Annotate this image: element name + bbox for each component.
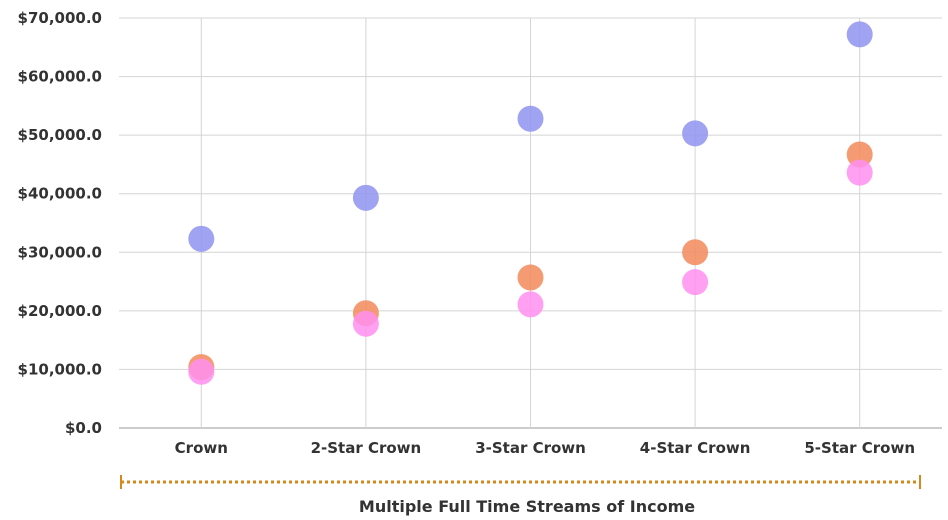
series-2-point: [846, 141, 873, 168]
y-tick-label: $10,000.0: [18, 360, 102, 378]
series-3-point: [352, 310, 379, 337]
series-1-point: [352, 184, 379, 211]
data-points: [188, 21, 873, 385]
x-axis-tick-labels: Crown 2-Star Crown 3-Star Crown 4-Star Crow…: [175, 439, 915, 457]
series-3-point: [517, 291, 544, 318]
y-tick-label: $40,000.0: [18, 185, 102, 203]
y-tick-label: $0.0: [65, 419, 102, 437]
y-tick-label: $30,000.0: [18, 243, 102, 261]
series-1-point: [517, 105, 544, 132]
series-3-point: [846, 159, 873, 186]
series-2-point: [682, 239, 709, 266]
y-tick-label: $70,000.0: [18, 9, 102, 27]
series-2-point: [517, 264, 544, 291]
y-tick-label: $60,000.0: [18, 68, 102, 86]
grid-lines: [119, 17, 942, 429]
x-axis-bracket: [120, 475, 921, 489]
y-tick-label: $50,000.0: [18, 126, 102, 144]
x-tick-label: Crown: [175, 439, 228, 457]
series-1-point: [188, 225, 215, 252]
y-axis-tick-labels: $0.0 $10,000.0 $20,000.0 $30,000.0 $40,000.0…: [18, 9, 102, 437]
x-tick-label: 5-Star Crown: [804, 439, 915, 457]
x-tick-label: 3-Star Crown: [475, 439, 586, 457]
y-tick-label: $20,000.0: [18, 302, 102, 320]
series-3-point: [188, 358, 215, 385]
series-1-point: [682, 120, 709, 147]
x-tick-label: 4-Star Crown: [640, 439, 751, 457]
x-axis-label: Multiple Full Time Streams of Income: [359, 497, 695, 516]
x-tick-label: 2-Star Crown: [311, 439, 422, 457]
series-3-point: [682, 269, 709, 296]
series-1-point: [846, 21, 873, 48]
